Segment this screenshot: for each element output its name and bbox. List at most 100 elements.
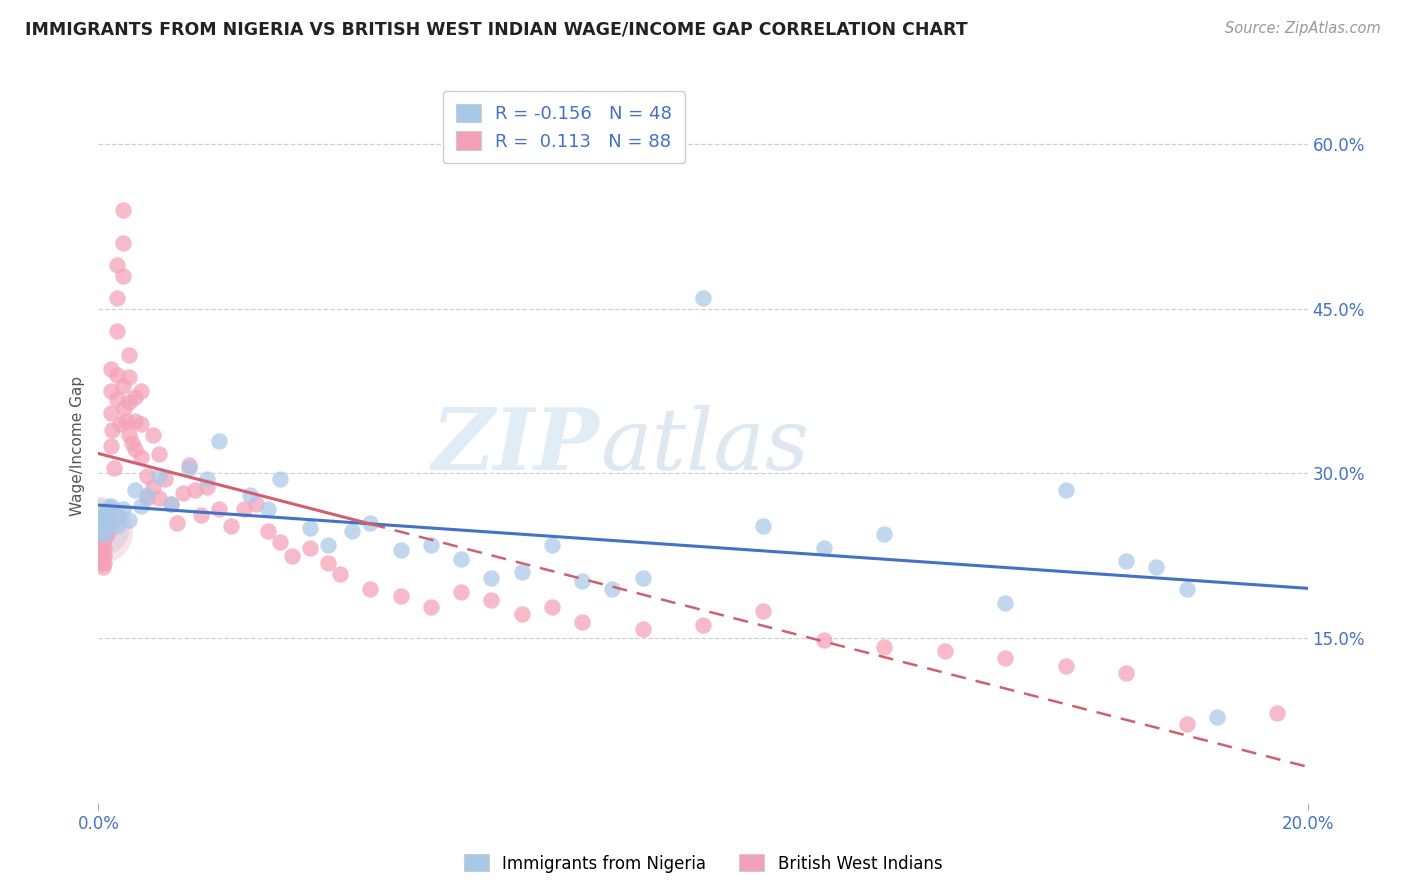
Point: [105, 258, 128, 272]
Point: [450, 585, 472, 599]
Point: [93, 533, 115, 547]
Point: [89, 524, 111, 538]
Point: [221, 519, 243, 533]
Point: [360, 516, 382, 530]
Point: [1206, 710, 1229, 724]
Point: [172, 486, 194, 500]
Point: [90, 521, 112, 535]
Point: [90, 516, 112, 530]
Point: [692, 618, 714, 632]
Point: [111, 378, 134, 392]
Point: [245, 497, 267, 511]
Point: [1144, 559, 1167, 574]
Point: [360, 582, 382, 596]
Point: [994, 651, 1017, 665]
Point: [118, 512, 141, 526]
Point: [129, 417, 152, 431]
Point: [105, 510, 128, 524]
Point: [124, 390, 146, 404]
Point: [98, 508, 121, 523]
Point: [90, 538, 112, 552]
Point: [100, 439, 122, 453]
Point: [135, 488, 157, 502]
Point: [256, 524, 278, 538]
Point: [160, 497, 183, 511]
Point: [208, 434, 231, 448]
Point: [316, 538, 339, 552]
Point: [100, 423, 122, 437]
Legend: Immigrants from Nigeria, British West Indians: Immigrants from Nigeria, British West In…: [457, 847, 949, 880]
Point: [1054, 483, 1077, 497]
Point: [420, 600, 443, 615]
Point: [994, 596, 1017, 610]
Point: [100, 516, 122, 530]
Point: [195, 472, 218, 486]
Point: [121, 435, 143, 450]
Point: [873, 526, 896, 541]
Point: [166, 516, 188, 530]
Point: [103, 461, 125, 475]
Point: [96, 501, 118, 516]
Point: [105, 324, 128, 338]
Point: [135, 468, 157, 483]
Point: [105, 291, 128, 305]
Point: [148, 447, 170, 461]
Point: [269, 472, 291, 486]
Point: [631, 623, 654, 637]
Point: [389, 543, 412, 558]
Point: [389, 590, 412, 604]
Point: [873, 640, 896, 654]
Y-axis label: Wage/Income Gap: Wage/Income Gap: [70, 376, 86, 516]
Point: [129, 384, 152, 398]
Point: [118, 369, 141, 384]
Point: [256, 501, 278, 516]
Point: [299, 541, 322, 555]
Point: [111, 268, 134, 283]
Point: [91, 559, 114, 574]
Point: [1054, 658, 1077, 673]
Point: [124, 483, 146, 497]
Point: [1115, 666, 1137, 681]
Point: [91, 549, 114, 563]
Point: [1175, 582, 1198, 596]
Point: [813, 541, 835, 555]
Point: [934, 644, 956, 658]
Point: [96, 526, 118, 541]
Point: [89, 541, 111, 555]
Point: [148, 468, 170, 483]
Point: [142, 480, 165, 494]
Point: [420, 538, 443, 552]
Point: [129, 450, 152, 464]
Point: [208, 501, 231, 516]
Point: [108, 417, 131, 431]
Point: [129, 500, 152, 514]
Point: [752, 519, 775, 533]
Point: [93, 541, 115, 555]
Point: [160, 497, 183, 511]
Point: [91, 545, 114, 559]
Point: [179, 458, 201, 472]
Point: [111, 202, 134, 217]
Point: [342, 524, 364, 538]
Point: [692, 291, 714, 305]
Point: [124, 442, 146, 457]
Text: ZIP: ZIP: [433, 404, 600, 488]
Legend: R = -0.156   N = 48, R =  0.113   N = 88: R = -0.156 N = 48, R = 0.113 N = 88: [443, 91, 685, 163]
Point: [148, 491, 170, 505]
Point: [190, 508, 212, 523]
Point: [1175, 716, 1198, 731]
Point: [100, 406, 122, 420]
Point: [153, 472, 176, 486]
Point: [1267, 706, 1289, 720]
Point: [100, 362, 122, 376]
Point: [631, 571, 654, 585]
Point: [179, 461, 201, 475]
Point: [510, 566, 533, 580]
Point: [105, 392, 128, 406]
Point: [111, 235, 134, 250]
Point: [316, 557, 339, 571]
Point: [450, 552, 472, 566]
Point: [571, 615, 593, 629]
Point: [111, 501, 134, 516]
Point: [112, 401, 135, 415]
